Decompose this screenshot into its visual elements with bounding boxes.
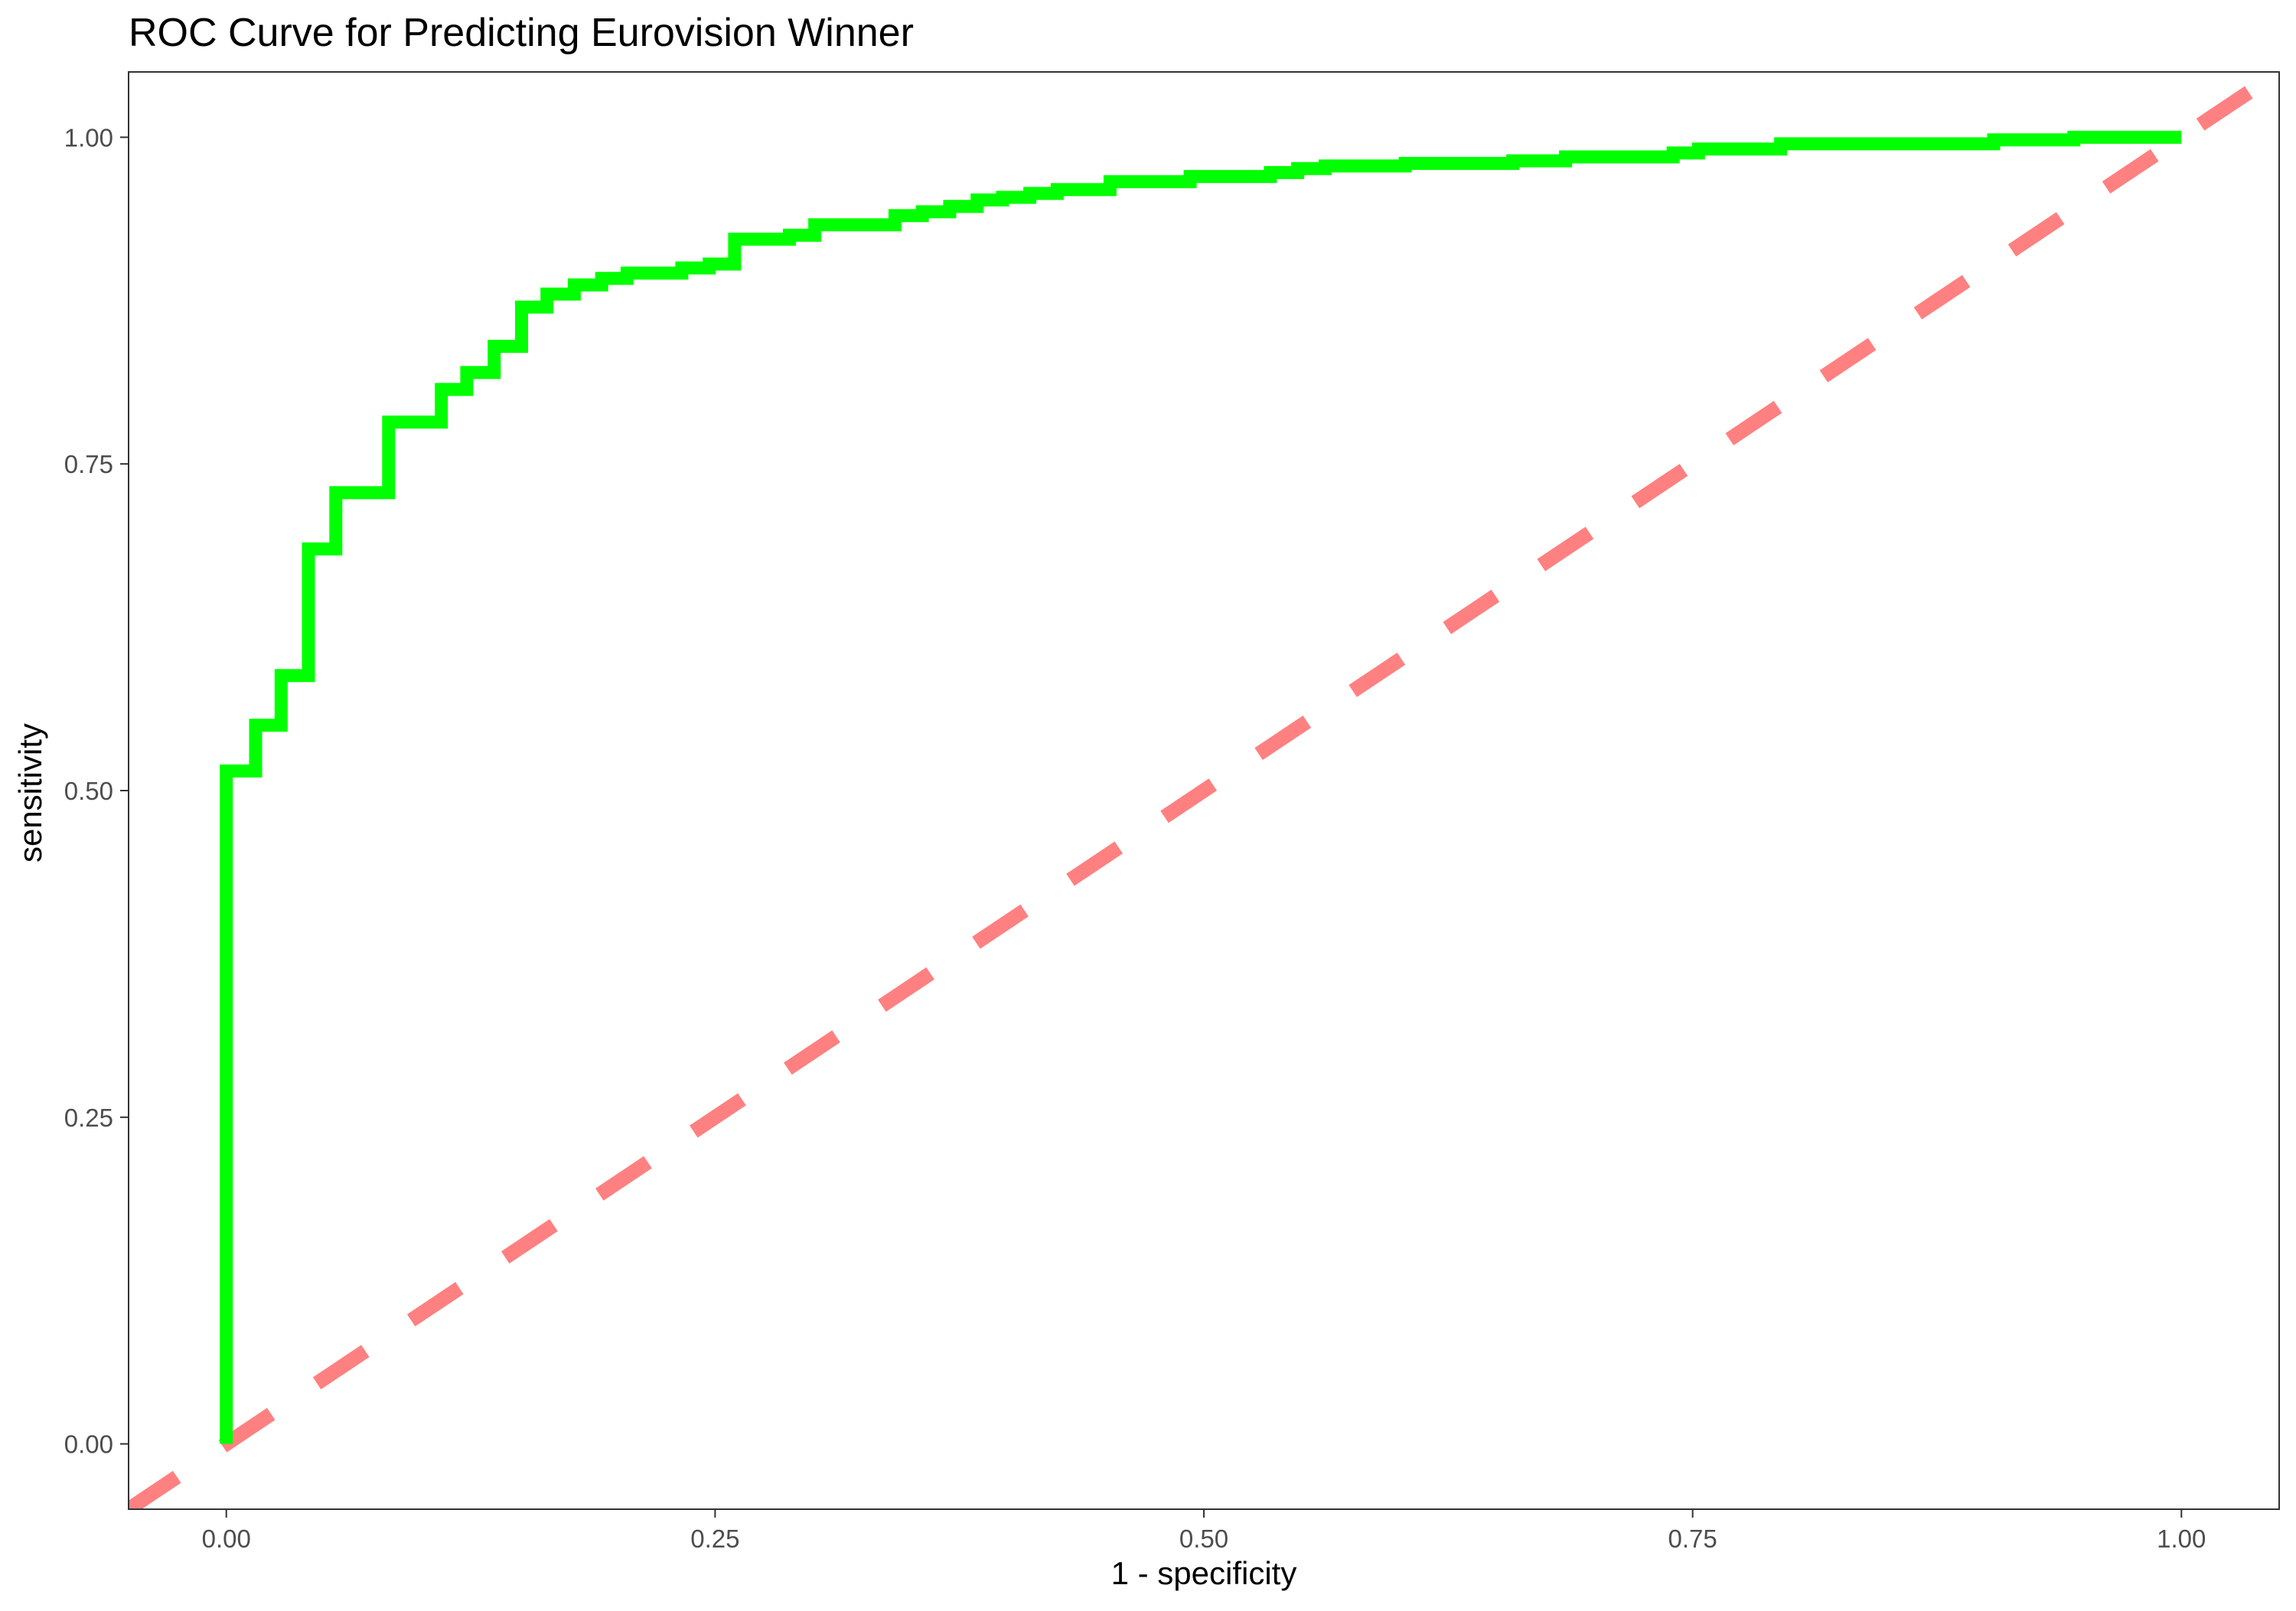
chart-title: ROC Curve for Predicting Eurovision Winn…: [129, 11, 914, 55]
y-tick-label: 1.00: [64, 123, 113, 152]
y-tick-label: 0.75: [64, 450, 113, 478]
x-axis: 0.00 0.25 0.50 0.75 1.00: [202, 1509, 2206, 1553]
x-tick-label: 0.00: [202, 1525, 251, 1553]
plot-content: [129, 72, 2279, 1509]
roc-curve-line: [220, 130, 2182, 1444]
x-tick-label: 1.00: [2157, 1525, 2206, 1553]
x-axis-title: 1 - specificity: [1111, 1555, 1297, 1591]
x-tick-label: 0.75: [1668, 1525, 1717, 1553]
reference-diagonal-line: [129, 72, 2279, 1509]
y-tick-label: 0.50: [64, 777, 113, 805]
x-tick-label: 0.50: [1179, 1525, 1228, 1553]
x-tick-label: 0.25: [690, 1525, 739, 1553]
y-axis: 0.00 0.25 0.50 0.75 1.00: [64, 123, 129, 1459]
y-tick-label: 0.00: [64, 1430, 113, 1459]
y-tick-label: 0.25: [64, 1104, 113, 1132]
y-axis-title: sensitivity: [12, 723, 48, 863]
